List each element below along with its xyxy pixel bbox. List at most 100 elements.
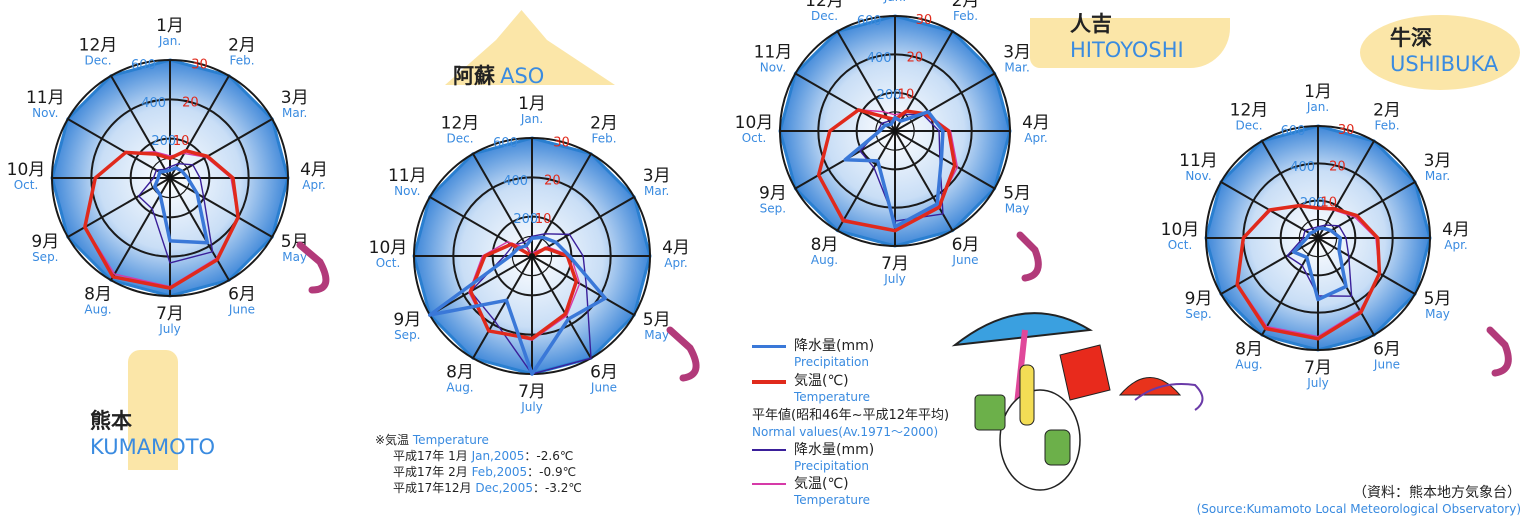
month-label-en: May bbox=[1005, 202, 1030, 216]
radar-spoke bbox=[836, 130, 896, 232]
month-label-en: Sep. bbox=[32, 250, 58, 264]
legend-normal-precip-en: Precipitation bbox=[794, 459, 870, 473]
temp-2005-line bbox=[83, 148, 240, 290]
month-label-ja: 5月 bbox=[1003, 184, 1031, 204]
month-label-ja: 8月 bbox=[446, 363, 474, 383]
month-label-en: Mar. bbox=[1425, 169, 1450, 183]
month-label-ja: 2月 bbox=[228, 35, 256, 55]
temp-tick-label: 20 bbox=[907, 50, 924, 65]
radar-spoke bbox=[531, 255, 592, 359]
month-label-ja: 12月 bbox=[441, 113, 480, 133]
month-label-en: May bbox=[1425, 307, 1450, 321]
note-row-en: Feb,2005 bbox=[471, 465, 528, 479]
temp-tick-label: 10 bbox=[173, 134, 190, 149]
month-label-en: July bbox=[158, 322, 181, 336]
radar-center bbox=[529, 253, 535, 259]
month-label-ja: 11月 bbox=[26, 88, 65, 108]
month-label-ja: 2月 bbox=[1373, 100, 1401, 120]
month-label-en: Dec. bbox=[811, 9, 838, 23]
note-row: 平成17年 2月 Feb,2005：-0.9℃ bbox=[375, 464, 582, 480]
radar-spoke bbox=[169, 177, 230, 281]
precip-tick-label: 600 bbox=[1281, 124, 1306, 139]
city-name-en: USHIBUKA bbox=[1390, 52, 1499, 76]
month-label-ja: 4月 bbox=[662, 238, 690, 258]
precip-tick-label: 400 bbox=[1290, 160, 1315, 175]
month-label-en: Jan. bbox=[1306, 100, 1329, 114]
month-label-ja: 2月 bbox=[590, 113, 618, 133]
precip-tick-label: 600 bbox=[857, 14, 882, 29]
month-label-en: June bbox=[228, 303, 255, 317]
legend-temp-en: Temperature bbox=[794, 390, 871, 404]
note-row: 平成17年 1月 Jan,2005：-2.6℃ bbox=[375, 448, 582, 464]
month-label-ja: 4月 bbox=[1022, 113, 1050, 133]
month-label-en: May bbox=[644, 328, 669, 342]
month-label-en: June bbox=[1373, 358, 1400, 372]
source-ja: （資料：熊本地方気象台） bbox=[1353, 485, 1521, 501]
note-title-ja: ※気温 bbox=[375, 433, 410, 447]
month-label-en: Feb. bbox=[1374, 118, 1399, 132]
city-name-en: ASO bbox=[500, 64, 545, 88]
temp-tick-label: 20 bbox=[1329, 159, 1346, 174]
month-label-en: Dec. bbox=[1235, 118, 1262, 132]
month-label-ja: 7月 bbox=[1304, 358, 1332, 378]
radar-spoke bbox=[169, 177, 273, 238]
temp-tick-label: 30 bbox=[916, 13, 933, 28]
month-label-en: Oct. bbox=[376, 256, 401, 270]
note-row-value: ：-3.2℃ bbox=[532, 481, 582, 495]
month-label-ja: 1月 bbox=[156, 16, 184, 36]
precip-2005-line bbox=[428, 235, 607, 376]
legend-temp-ja: 気温(℃) bbox=[794, 373, 849, 389]
month-label-ja: 7月 bbox=[518, 382, 546, 402]
month-label-ja: 9月 bbox=[759, 184, 787, 204]
radar-spoke bbox=[169, 118, 273, 179]
month-label-en: Oct. bbox=[742, 131, 767, 145]
month-label-ja: 2月 bbox=[952, 0, 980, 11]
month-label-en: Aug. bbox=[446, 381, 473, 395]
month-label-ja: 3月 bbox=[643, 166, 671, 186]
precip-normal-line bbox=[137, 162, 214, 264]
month-label-en: June bbox=[590, 381, 617, 395]
note-row-ja: 平成17年 2月 bbox=[393, 465, 468, 479]
month-label-ja: 8月 bbox=[84, 285, 112, 305]
radar-spoke bbox=[794, 72, 896, 132]
legend-swatch-precip bbox=[752, 345, 786, 348]
radar-spoke bbox=[836, 30, 896, 132]
temp-tick-label: 10 bbox=[898, 88, 915, 103]
month-label-ja: 8月 bbox=[811, 235, 839, 255]
month-label-ja: 7月 bbox=[881, 254, 909, 274]
note-row-ja: 平成17年 1月 bbox=[393, 449, 468, 463]
month-label-ja: 3月 bbox=[1003, 43, 1031, 63]
month-label-ja: 11月 bbox=[388, 166, 427, 186]
month-label-ja: 7月 bbox=[156, 304, 184, 324]
city-name-en: KUMAMOTO bbox=[90, 435, 216, 459]
precip-tick-label: 400 bbox=[503, 174, 528, 189]
note-title-en: Temperature bbox=[412, 433, 489, 447]
city-aso: 阿蘇 ASO bbox=[453, 60, 544, 90]
month-label-ja: 12月 bbox=[1230, 100, 1269, 120]
city-name-ja: 熊本 bbox=[90, 409, 132, 433]
radar-spoke bbox=[894, 72, 996, 132]
month-label-en: Nov. bbox=[32, 106, 58, 120]
month-label-ja: 10月 bbox=[1161, 220, 1200, 240]
